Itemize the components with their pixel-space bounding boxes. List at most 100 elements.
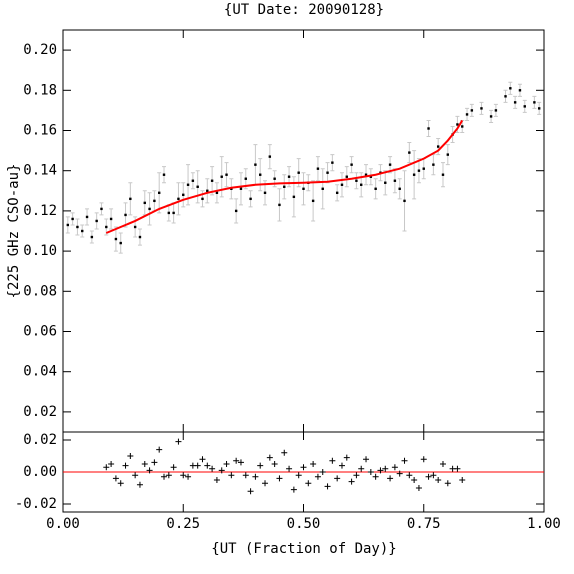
- residual-point: [223, 461, 230, 467]
- residual-point: [103, 464, 110, 471]
- data-point: [355, 179, 358, 182]
- data-point: [509, 87, 512, 90]
- fit-line: [105, 119, 464, 234]
- data-point: [335, 191, 339, 195]
- data-point: [114, 237, 118, 241]
- residual-point: [310, 461, 317, 467]
- residual-point: [122, 462, 129, 469]
- data-point: [388, 163, 392, 166]
- data-point: [95, 219, 98, 223]
- data-point: [393, 179, 397, 182]
- data-point: [196, 185, 199, 188]
- data-point: [480, 107, 483, 110]
- data-point: [71, 217, 74, 221]
- data-point: [311, 199, 315, 203]
- residual-point: [209, 465, 216, 472]
- data-point: [316, 167, 320, 170]
- data-point: [504, 95, 507, 98]
- data-point: [369, 175, 373, 178]
- residual-point: [300, 464, 307, 471]
- residual-point: [185, 473, 192, 480]
- y-tick-label: 0.10: [23, 243, 57, 259]
- residual-point: [233, 457, 240, 464]
- residual-point: [141, 461, 148, 467]
- y-tick-label: 0.12: [23, 203, 57, 219]
- data-point: [283, 185, 286, 188]
- x-axis-label: {UT (Fraction of Day)}: [211, 541, 396, 557]
- residual-point: [108, 461, 115, 467]
- data-point: [350, 163, 353, 166]
- residual-point: [218, 467, 225, 474]
- residual-point: [334, 475, 341, 482]
- residual-point: [295, 472, 302, 479]
- residual-point: [180, 472, 187, 479]
- data-point: [143, 201, 146, 205]
- data-point: [523, 105, 526, 108]
- data-point: [90, 235, 94, 239]
- data-point: [268, 155, 272, 158]
- data-point: [331, 161, 334, 164]
- residual-point: [170, 464, 177, 471]
- data-point: [446, 153, 449, 156]
- residual-point: [396, 470, 403, 477]
- y-tick-label: 0.02: [23, 432, 57, 448]
- data-point: [225, 173, 228, 176]
- residual-point: [401, 457, 408, 464]
- chart-title: {UT Date: 20090128}: [224, 2, 384, 18]
- residual-point: [165, 472, 172, 479]
- data-point: [287, 175, 291, 178]
- residual-point: [411, 477, 418, 483]
- residual-point: [348, 478, 355, 485]
- y-tick-label: 0.20: [23, 42, 57, 58]
- data-point: [441, 173, 445, 176]
- data-point: [494, 109, 498, 112]
- data-point: [210, 179, 214, 182]
- x-tick-label: 0.75: [407, 516, 441, 532]
- data-point: [321, 187, 324, 190]
- residual-point: [237, 459, 244, 466]
- data-point: [292, 195, 296, 199]
- residual-point: [435, 477, 442, 483]
- data-point: [172, 211, 175, 215]
- data-point: [297, 171, 300, 174]
- x-tick-label: 0.25: [166, 516, 200, 532]
- data-point: [158, 191, 161, 195]
- data-point: [403, 199, 406, 203]
- data-point: [186, 183, 190, 186]
- residual-point: [286, 465, 293, 472]
- data-point: [162, 173, 166, 176]
- residual-point: [430, 472, 437, 479]
- y-tick-label: -0.02: [15, 496, 57, 512]
- residual-point: [247, 488, 254, 495]
- data-point: [302, 187, 305, 190]
- residual-point: [204, 462, 211, 469]
- data-point: [326, 171, 329, 174]
- data-point: [244, 177, 247, 180]
- data-point: [119, 241, 122, 245]
- data-point: [422, 167, 425, 170]
- data-point: [408, 151, 411, 154]
- residual-point: [136, 481, 143, 488]
- data-point: [537, 107, 541, 110]
- residual-point: [161, 473, 168, 480]
- residual-point: [420, 456, 427, 463]
- data-point: [417, 169, 421, 172]
- residual-point: [252, 473, 259, 480]
- residual-point: [213, 477, 220, 483]
- data-point: [465, 113, 469, 116]
- residual-point: [242, 472, 249, 479]
- data-point: [249, 197, 252, 201]
- data-point: [182, 193, 185, 197]
- data-point: [100, 207, 103, 211]
- data-point: [191, 179, 195, 182]
- residual-point: [377, 467, 384, 474]
- data-point: [345, 175, 348, 178]
- residual-point: [425, 473, 432, 480]
- data-point: [85, 215, 89, 219]
- data-point: [374, 187, 377, 190]
- y-tick-label: 0.18: [23, 82, 57, 98]
- data-point: [124, 213, 127, 217]
- residual-point: [194, 462, 201, 469]
- residual-point: [151, 459, 158, 466]
- residual-point: [228, 472, 235, 479]
